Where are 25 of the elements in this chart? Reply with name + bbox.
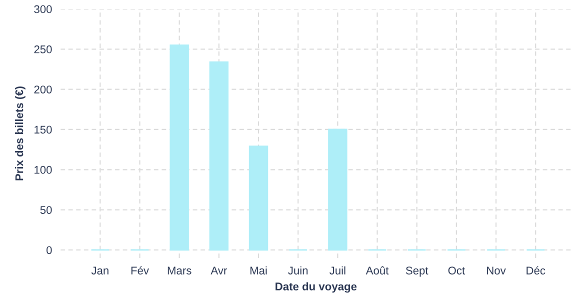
y-tick-label: 0 — [46, 246, 52, 254]
x-tick-label: Juin — [288, 266, 308, 274]
x-tick-label: Nov — [487, 266, 506, 274]
x-tick-label: Juil — [330, 266, 346, 274]
y-axis-title: Prix des billets (€) — [15, 86, 26, 180]
x-tick-label: Mars — [168, 266, 192, 274]
bar — [328, 128, 348, 251]
y-tick-label: 300 — [34, 5, 52, 14]
x-tick-label: Oct — [448, 266, 465, 274]
y-tick-label: 250 — [34, 45, 52, 54]
x-tick-label: Déc — [526, 266, 546, 274]
x-tick-label: Mai — [250, 266, 267, 274]
x-tick-label: Avr — [210, 266, 227, 274]
y-tick-label: 200 — [34, 86, 52, 94]
y-tick-label: 50 — [40, 206, 52, 214]
x-tick-label: Jan — [91, 266, 108, 274]
y-tick-label: 100 — [34, 166, 52, 174]
x-axis-title: Date du voyage — [276, 282, 357, 293]
x-tick-label: Fév — [131, 266, 149, 274]
y-tick-label: 150 — [34, 126, 52, 134]
bar — [209, 61, 229, 251]
x-tick-label: Août — [366, 266, 389, 274]
x-tick-label: Sept — [406, 266, 428, 277]
bar — [170, 44, 189, 251]
bar — [248, 146, 268, 251]
